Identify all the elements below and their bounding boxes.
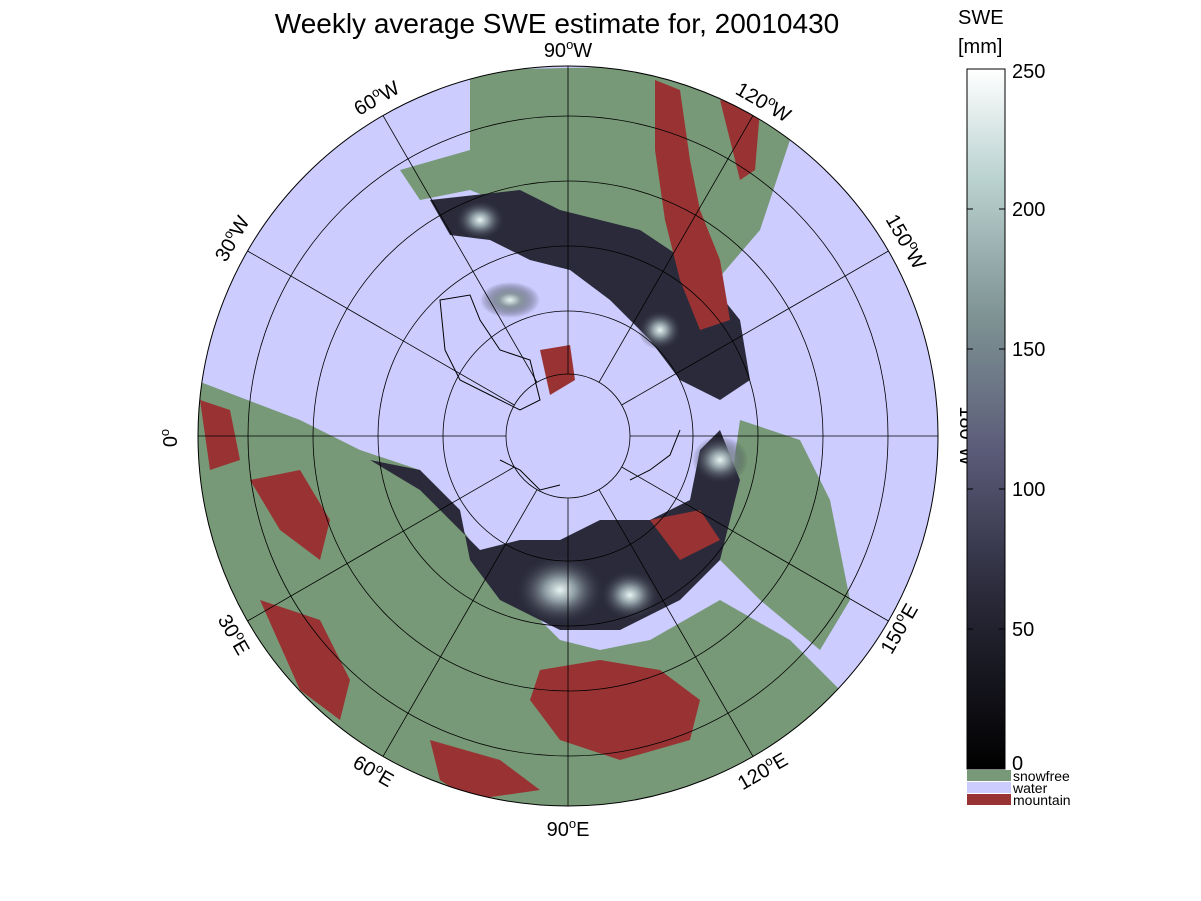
- map-rim: [197, 65, 939, 807]
- legend-label-mountain: mountain: [1013, 792, 1071, 808]
- lon-label-90w: 90oW: [544, 37, 592, 62]
- legend-swatch-snowfree: [967, 770, 1011, 781]
- mountain-regions: [200, 80, 760, 800]
- colorbar-title-line2: [mm]: [958, 36, 1002, 58]
- lon-label-90e: 90oE: [547, 816, 590, 841]
- colorbar-gradient: [966, 68, 1006, 770]
- colorbar-tick-250: 250: [1012, 61, 1045, 83]
- legend-label-water: water: [1012, 780, 1048, 796]
- lon-label-0: 0o: [157, 429, 182, 447]
- colorbar: SWE [mm] 0 50 100 150 200 250 snowfree w…: [958, 7, 1071, 808]
- meridian-line: [247, 250, 515, 406]
- arctic-coastlines: [439, 294, 681, 491]
- meridian-line: [247, 466, 515, 622]
- colorbar-title-line1: SWE: [958, 7, 1004, 29]
- colorbar-tick-150: 150: [1012, 339, 1045, 361]
- snow-cover: [370, 190, 750, 630]
- colorbar-tick-200: 200: [1012, 199, 1045, 221]
- meridian-line: [382, 489, 538, 757]
- colorbar-tick-0: 0: [1012, 753, 1023, 775]
- meridian-line: [621, 250, 889, 406]
- legend-swatch-mountain: [967, 794, 1011, 805]
- colorbar-tick-100: 100: [1012, 479, 1045, 501]
- meridian-line: [382, 115, 538, 383]
- meridian-lines: [198, 66, 938, 806]
- colorbar-ticks: [967, 68, 1005, 770]
- map-disk: [198, 66, 938, 806]
- colorbar-tick-50: 50: [1012, 619, 1034, 641]
- meridian-line: [598, 115, 754, 383]
- meridian-line: [598, 489, 754, 757]
- meridian-line: [621, 466, 889, 622]
- legend-label-snowfree: snowfree: [1013, 768, 1070, 784]
- figure-title: Weekly average SWE estimate for, 2001043…: [275, 8, 839, 39]
- legend-swatch-water: [967, 782, 1011, 793]
